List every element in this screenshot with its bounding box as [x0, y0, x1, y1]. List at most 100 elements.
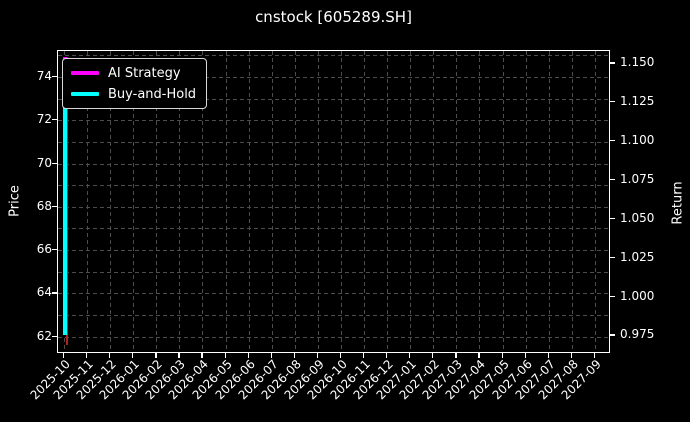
left-tick-label: 74 [36, 68, 52, 83]
left-tick-label: 72 [36, 112, 52, 127]
x-tick-mark [478, 353, 480, 358]
left-tick-mark [52, 205, 57, 208]
h-gridline [58, 228, 609, 230]
x-tick-mark [109, 353, 111, 358]
v-gridline [502, 51, 504, 352]
right-tick-mark [610, 217, 615, 219]
v-gridline [548, 51, 550, 352]
v-gridline [364, 51, 366, 352]
h-gridline [58, 55, 609, 57]
series-line-price [66, 57, 68, 346]
h-gridline [58, 76, 609, 78]
x-tick-mark [386, 353, 388, 358]
left-tick-label: 68 [36, 198, 52, 213]
legend-label: Buy-and-Hold [108, 86, 197, 102]
v-gridline [479, 51, 481, 352]
left-tick-mark [52, 292, 57, 294]
right-tick-label: 1.100 [620, 133, 655, 148]
left-tick-label: 66 [36, 242, 52, 257]
left-tick-mark [52, 335, 57, 337]
buy-and-hold-line-swatch-icon [71, 92, 99, 96]
left-tick-mark [52, 119, 57, 121]
v-gridline [456, 51, 458, 352]
x-tick-mark [501, 353, 503, 358]
right-tick-mark [610, 101, 615, 103]
x-tick-mark [293, 353, 295, 358]
right-tick-label: 1.000 [620, 288, 655, 303]
x-tick-mark [409, 353, 411, 358]
x-tick-mark [224, 353, 226, 358]
v-gridline [433, 51, 435, 352]
x-tick-mark [132, 353, 134, 358]
v-gridline [156, 51, 158, 352]
v-gridline [294, 51, 296, 352]
right-tick-mark [610, 140, 615, 142]
x-tick-mark [316, 353, 319, 358]
h-gridline [58, 271, 609, 273]
right-tick-mark [610, 295, 615, 297]
x-tick-mark [455, 353, 457, 358]
v-gridline [594, 51, 596, 352]
x-tick-mark [339, 353, 342, 358]
legend-label: AI Strategy [108, 65, 181, 81]
v-gridline [387, 51, 389, 352]
h-gridline [58, 98, 609, 100]
x-tick-mark [270, 353, 272, 358]
right-tick-label: 0.975 [620, 327, 655, 342]
v-gridline [410, 51, 412, 352]
x-tick-mark [524, 353, 526, 358]
series-line-buy-and-hold [62, 85, 67, 336]
v-gridline [110, 51, 112, 352]
v-gridline [225, 51, 227, 352]
x-tick-mark [155, 353, 157, 358]
left-tick-mark [52, 249, 57, 251]
v-gridline [525, 51, 527, 352]
v-gridline [571, 51, 573, 352]
right-tick-label: 1.075 [620, 171, 655, 186]
chart-title: cnstock [605289.SH] [255, 8, 412, 26]
h-gridline [58, 250, 609, 252]
legend: AI Strategy Buy-and-Hold [62, 58, 208, 109]
v-gridline [133, 51, 135, 352]
h-gridline [58, 163, 609, 165]
v-gridline [202, 51, 204, 352]
x-tick-mark [593, 353, 596, 358]
right-tick-mark [610, 256, 615, 258]
right-tick-mark [610, 62, 615, 64]
left-tick-mark [52, 75, 57, 78]
v-gridline [340, 51, 342, 352]
x-tick-mark [363, 353, 365, 358]
right-tick-label: 1.125 [620, 94, 655, 109]
legend-item-buy-and-hold: Buy-and-Hold [71, 85, 196, 103]
left-tick-label: 70 [36, 155, 52, 170]
right-tick-mark [610, 178, 615, 181]
h-gridline [58, 315, 609, 317]
v-gridline [248, 51, 250, 352]
plot-area [57, 50, 610, 353]
right-tick-label: 1.150 [620, 55, 655, 70]
x-tick-mark [432, 353, 434, 358]
v-gridline [179, 51, 181, 352]
h-gridline [58, 293, 609, 295]
h-gridline [58, 141, 609, 143]
h-gridline [58, 336, 609, 338]
h-gridline [58, 120, 609, 122]
right-axis-label: Return [670, 181, 686, 225]
x-tick-mark [547, 353, 549, 358]
x-tick-mark [570, 353, 572, 358]
grid-layer [58, 51, 609, 352]
x-tick-mark [247, 353, 249, 358]
v-gridline [271, 51, 273, 352]
h-gridline [58, 206, 609, 208]
left-tick-label: 62 [36, 328, 52, 343]
legend-item-ai-strategy: AI Strategy [71, 64, 196, 82]
h-gridline [58, 185, 609, 187]
right-tick-label: 1.050 [620, 210, 655, 225]
right-tick-label: 1.025 [620, 249, 655, 264]
ai-strategy-line-swatch-icon [71, 71, 99, 75]
v-gridline [317, 51, 319, 352]
v-gridline [87, 51, 89, 352]
right-tick-mark [610, 334, 615, 336]
x-tick-mark [63, 353, 65, 358]
